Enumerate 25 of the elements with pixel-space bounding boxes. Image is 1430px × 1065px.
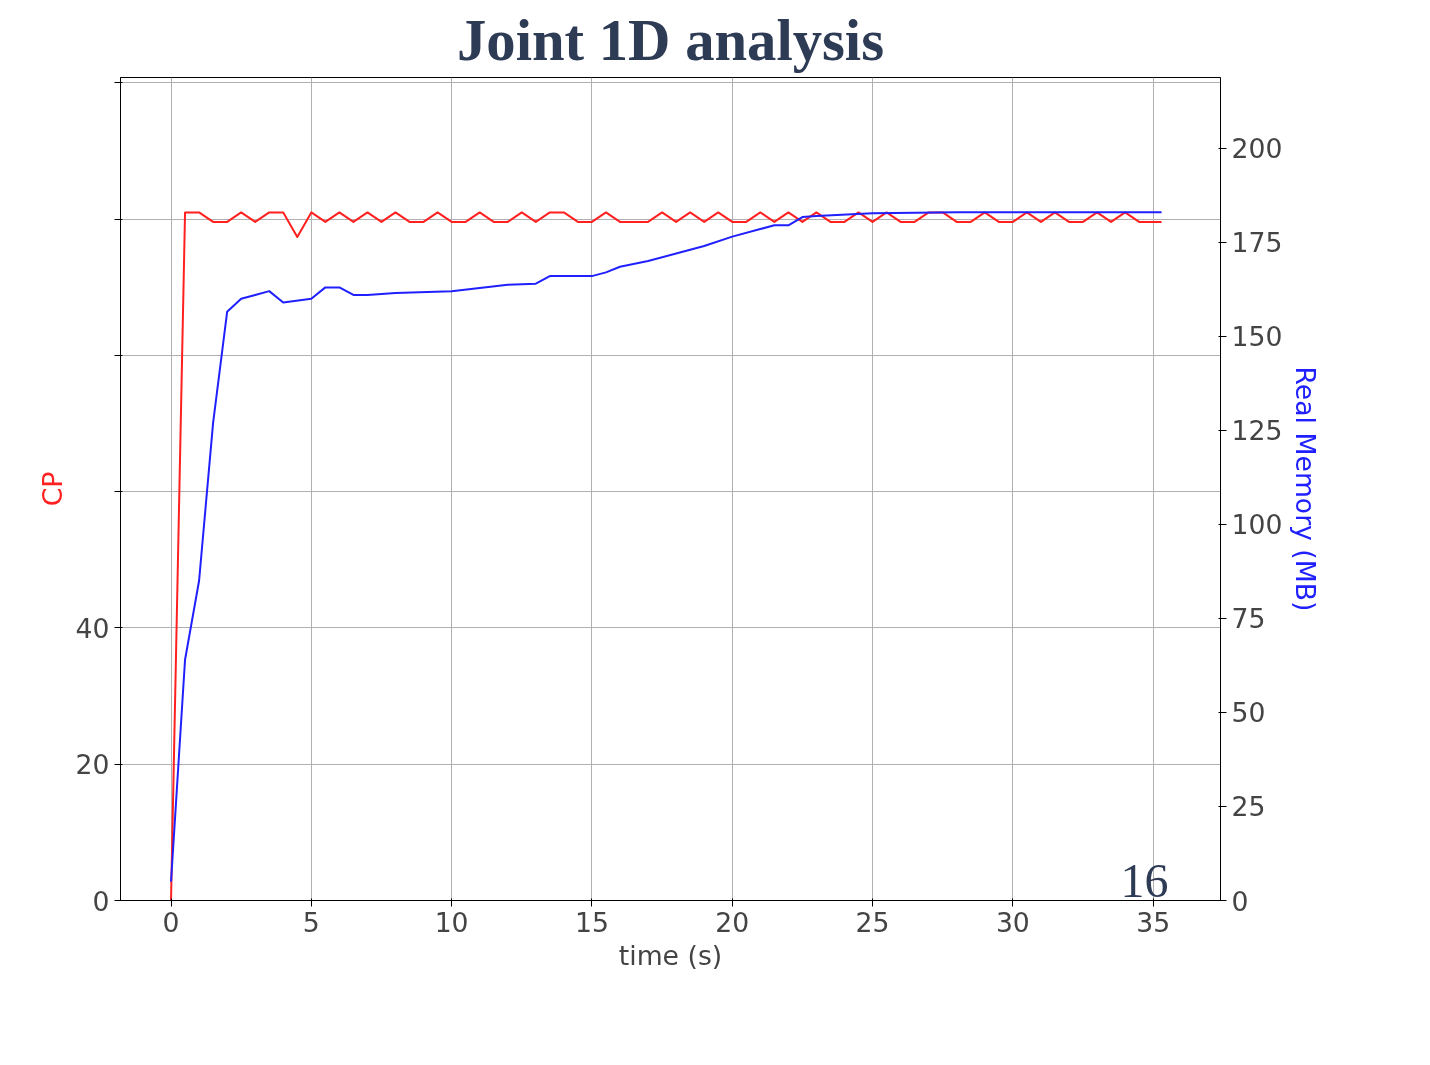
- y2-tick-label: 100: [1231, 509, 1283, 541]
- chart-title: Joint 1D analysis: [457, 7, 884, 73]
- x-tick-label: 15: [574, 906, 609, 938]
- y2-tick-label: 25: [1231, 791, 1266, 823]
- x-axis-title: time (s): [618, 939, 723, 971]
- x-tick-label: 5: [302, 906, 320, 938]
- y2-tick-label: 175: [1231, 227, 1283, 259]
- x-tick-label: 20: [715, 906, 750, 938]
- y-axis-title: CP: [36, 471, 68, 507]
- y2-tick-label: 200: [1231, 133, 1283, 165]
- annotation: 16: [1120, 853, 1169, 907]
- x-tick-label: 10: [434, 906, 469, 938]
- y2-tick-label: 125: [1231, 415, 1283, 447]
- y-tick-label: 20: [75, 749, 110, 781]
- y-tick-label: 0: [92, 885, 110, 917]
- y2-tick-label: 50: [1231, 697, 1266, 729]
- x-tick-label: 30: [995, 906, 1030, 938]
- y2-tick-label: 150: [1231, 321, 1283, 353]
- x-tick-label: 25: [855, 906, 890, 938]
- y2-axis-title: Real Memory (MB): [1290, 366, 1322, 612]
- y-tick-label: 40: [75, 612, 110, 644]
- x-tick-label: 0: [162, 906, 180, 938]
- x-tick-label: 35: [1136, 906, 1171, 938]
- y2-tick-label: 0: [1231, 885, 1249, 917]
- y2-tick-label: 75: [1231, 603, 1266, 635]
